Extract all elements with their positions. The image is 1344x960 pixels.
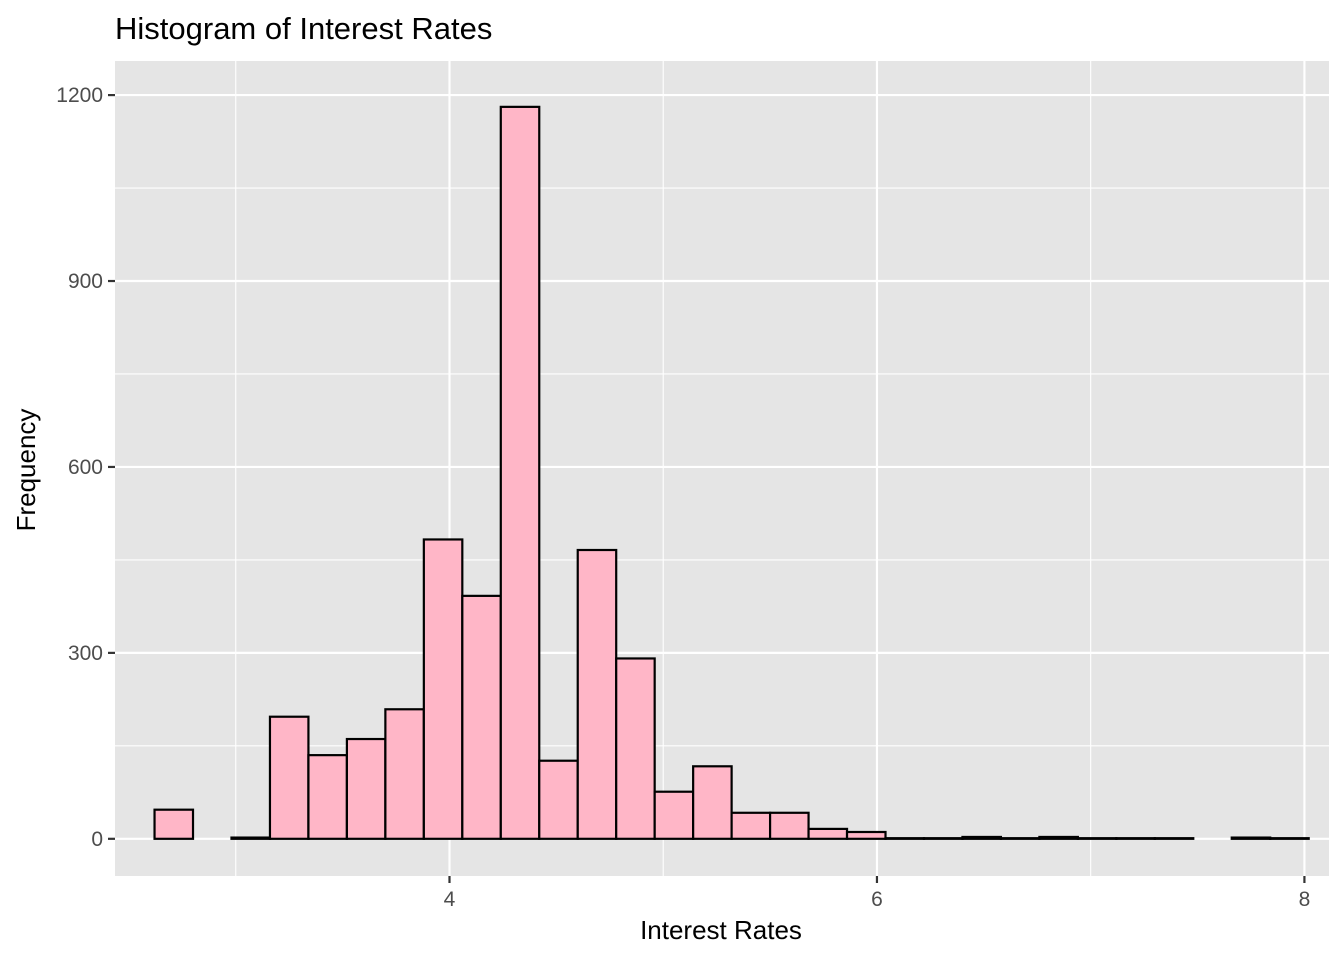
plot-panel bbox=[115, 61, 1329, 876]
y-tick-label: 1200 bbox=[56, 84, 103, 107]
histogram-bar bbox=[576, 548, 618, 840]
histogram-bar bbox=[1115, 837, 1156, 840]
histogram-bar bbox=[1038, 835, 1079, 840]
histogram-bars bbox=[153, 105, 1310, 840]
histogram-bar bbox=[499, 105, 541, 840]
y-tick-label: 900 bbox=[68, 270, 103, 293]
chart-title: Histogram of Interest Rates bbox=[115, 11, 492, 46]
histogram-bar bbox=[807, 827, 849, 840]
histogram-bar bbox=[922, 837, 964, 840]
histogram-bar bbox=[307, 754, 348, 840]
histogram-bar bbox=[268, 715, 310, 840]
histogram-bar bbox=[1230, 836, 1272, 840]
histogram-bar bbox=[384, 708, 425, 840]
y-tick-label: 0 bbox=[91, 828, 103, 851]
histogram-bar bbox=[538, 759, 579, 840]
histogram-bar bbox=[345, 737, 387, 840]
histogram-bar bbox=[1153, 837, 1195, 840]
x-tick-label: 8 bbox=[1299, 888, 1311, 911]
histogram-bar bbox=[230, 836, 272, 840]
histogram-bar bbox=[845, 830, 887, 840]
histogram-bar bbox=[768, 811, 810, 840]
histogram-bar bbox=[730, 811, 772, 840]
histogram-bar bbox=[1269, 837, 1310, 840]
axis-ticks: 4 6 8 0 300 600 900 1200 bbox=[56, 84, 1310, 911]
histogram-bar bbox=[615, 657, 656, 840]
y-tick-label: 600 bbox=[68, 456, 103, 479]
x-tick-label: 6 bbox=[871, 888, 883, 911]
y-axis-title: Frequency bbox=[11, 409, 41, 532]
x-axis-title: Interest Rates bbox=[640, 915, 802, 945]
histogram-bar bbox=[422, 538, 464, 840]
x-tick-label: 4 bbox=[444, 888, 456, 911]
histogram-bar bbox=[692, 765, 733, 840]
histogram-bar bbox=[884, 837, 926, 840]
histogram-bar bbox=[153, 808, 195, 840]
histogram-bar bbox=[961, 835, 1003, 840]
histogram-bar bbox=[1076, 837, 1118, 840]
y-tick-label: 300 bbox=[68, 642, 103, 665]
histogram-bar bbox=[999, 837, 1041, 840]
histogram-bar bbox=[461, 594, 502, 840]
histogram-bar bbox=[653, 790, 695, 840]
